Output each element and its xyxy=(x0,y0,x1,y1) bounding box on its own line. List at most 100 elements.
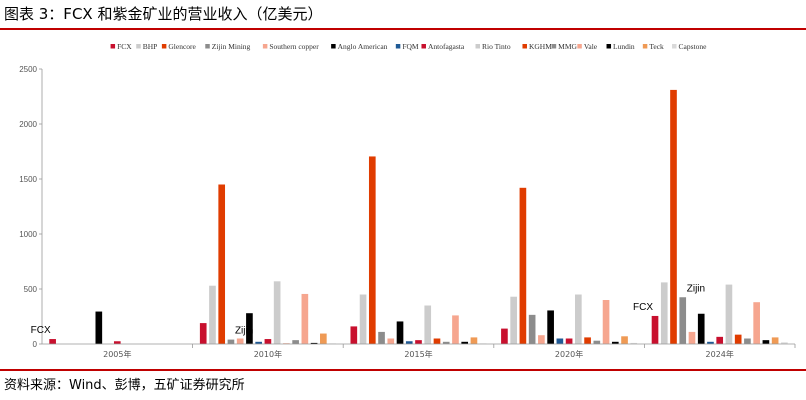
y-axis: 0 500 1000 1500 2000 2500 xyxy=(19,65,43,349)
bar-glencore xyxy=(218,184,226,344)
legend-swatch xyxy=(421,44,426,49)
bar-teck xyxy=(470,337,478,344)
bar-vale xyxy=(452,315,459,344)
bar-lundin xyxy=(762,340,770,344)
legend-label: Anglo American xyxy=(338,42,388,51)
bar-bhp xyxy=(510,296,517,344)
bar-southern-copper xyxy=(538,335,545,344)
bar-mmg xyxy=(593,340,601,344)
bar-lundin xyxy=(611,341,619,344)
bar-teck xyxy=(320,333,327,344)
legend-label: BHP xyxy=(143,42,158,51)
legend-swatch xyxy=(475,44,481,49)
bar-glencore xyxy=(519,187,527,344)
legend-swatch xyxy=(331,44,336,49)
bar-series xyxy=(49,89,788,345)
legend-swatch xyxy=(672,44,677,49)
legend-swatch xyxy=(642,44,648,49)
legend-label: Capstone xyxy=(679,42,708,51)
bar-anglo-american xyxy=(246,313,253,344)
bar-bhp xyxy=(660,282,668,344)
bar-antofagasta xyxy=(565,338,573,344)
bar-mmg xyxy=(442,341,450,344)
y-tick-label: 500 xyxy=(24,285,38,294)
bar-annotations: FCX Zijin FCX Zijin xyxy=(31,283,705,336)
bar-vale xyxy=(753,302,760,344)
bar-fcx xyxy=(350,326,358,344)
revenue-bar-chart: FCX BHP Glencore Zijin Mining Southern coppe… xyxy=(19,42,796,359)
legend-swatch xyxy=(262,44,268,49)
legend-swatch xyxy=(577,44,582,49)
legend-swatch xyxy=(395,44,401,49)
bar-southern-copper xyxy=(688,331,696,344)
bar-anglo-american xyxy=(547,310,554,344)
legend-swatch xyxy=(606,44,612,49)
legend-label: FCX xyxy=(117,42,132,51)
x-tick-label: 2024年 xyxy=(706,349,734,359)
bar-antofagasta xyxy=(113,341,121,344)
legend-swatch xyxy=(161,44,167,49)
bar-kghm xyxy=(734,334,742,344)
bar-rio-tinto xyxy=(424,305,432,344)
bar-fqm xyxy=(707,341,714,344)
bar-rio-tinto xyxy=(273,281,281,344)
x-axis: 2005年 2010年 2015年 2020年 2024年 xyxy=(42,343,796,359)
bar-antofagasta xyxy=(415,340,422,344)
x-tick-label: 2005年 xyxy=(103,349,131,359)
bar-anglo-american xyxy=(396,321,404,344)
legend-label: Glencore xyxy=(168,42,196,51)
y-tick-label: 2000 xyxy=(19,120,37,129)
legend-swatch xyxy=(551,44,557,49)
bar-annotation-label: FCX xyxy=(633,302,653,313)
bar-rio-tinto xyxy=(725,284,733,344)
bar-zijin-mining xyxy=(528,314,536,344)
legend-label: Rio Tinto xyxy=(482,42,511,51)
bar-anglo-american xyxy=(95,311,103,344)
bar-kghm xyxy=(584,337,591,344)
bar-lundin xyxy=(310,342,318,344)
x-tick-label: 2015年 xyxy=(404,349,432,359)
y-tick-label: 1500 xyxy=(19,175,37,184)
bar-lundin xyxy=(461,341,469,344)
bar-capstone xyxy=(781,342,788,344)
bar-annotation-label: FCX xyxy=(31,325,51,336)
source-note: 资料来源：Wind、彭博，五矿证券研究所 xyxy=(4,378,245,393)
bar-glencore xyxy=(670,89,677,345)
title-divider xyxy=(0,28,806,30)
bar-capstone xyxy=(630,342,638,344)
chart-legend: FCX BHP Glencore Zijin Mining Southern coppe… xyxy=(110,42,708,51)
y-tick-label: 1000 xyxy=(19,230,37,239)
bar-vale xyxy=(602,300,610,344)
legend-label: Vale xyxy=(584,42,598,51)
bar-southern-copper xyxy=(236,338,244,344)
footer-divider xyxy=(0,369,806,371)
bar-fqm xyxy=(255,341,262,344)
y-tick-label: 0 xyxy=(33,340,38,349)
legend-label: Zijin Mining xyxy=(212,42,251,51)
bar-zijin-mining xyxy=(227,339,235,344)
bar-fqm xyxy=(405,341,413,344)
legend-label: MMG xyxy=(558,42,577,51)
bar-bhp xyxy=(359,294,367,344)
legend-label: KGHM xyxy=(529,42,552,51)
bar-antofagasta xyxy=(716,336,724,344)
legend-swatch xyxy=(522,44,527,49)
bar-teck xyxy=(771,337,779,344)
legend-label: FQM xyxy=(402,42,419,51)
bar-teck xyxy=(621,336,628,344)
legend-label: Lundin xyxy=(613,42,635,51)
legend-label: Antofagasta xyxy=(428,42,465,51)
x-tick-label: 2020年 xyxy=(555,349,583,359)
x-tick-label: 2010年 xyxy=(254,349,282,359)
legend-label: Teck xyxy=(649,42,664,51)
bar-annotation-label: Zijin xyxy=(687,283,705,294)
bar-fcx xyxy=(501,328,508,344)
legend-swatch xyxy=(205,44,210,49)
bar-fcx xyxy=(49,339,56,344)
bar-vale xyxy=(301,293,309,344)
bar-zijin-mining xyxy=(378,331,385,344)
bar-antofagasta xyxy=(264,339,272,344)
bar-rio-tinto xyxy=(575,294,582,344)
bar-glencore xyxy=(368,156,376,344)
bar-fqm xyxy=(556,338,564,344)
